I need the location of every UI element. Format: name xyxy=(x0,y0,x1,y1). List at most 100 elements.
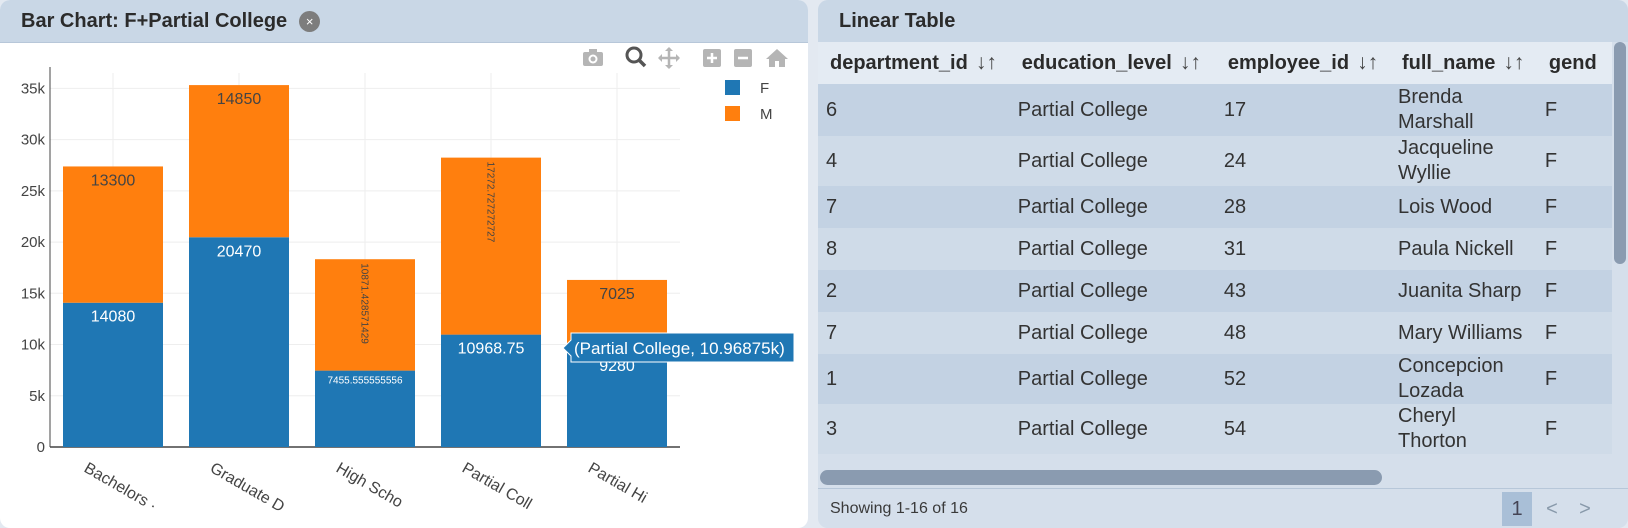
cell-department-id: 6 xyxy=(818,84,1010,136)
cell-gender: F xyxy=(1536,136,1612,186)
cell-education-level: Partial College xyxy=(1009,270,1216,312)
column-header-department-id[interactable]: department_id ↓↑ xyxy=(818,42,1010,84)
table-row[interactable]: 7 Partial College 48 Mary Williams F xyxy=(818,312,1612,354)
legend-label-m: M xyxy=(760,106,773,123)
column-header-employee-id[interactable]: employee_id ↓↑ xyxy=(1215,42,1390,84)
table-row[interactable]: 1 Partial College 52 Concepcion Lozada F xyxy=(818,354,1612,404)
full-name-text: Concepcion xyxy=(1398,355,1504,377)
cell-gender: F xyxy=(1536,270,1612,312)
bar-m[interactable] xyxy=(315,259,415,371)
table-row[interactable]: 4 Partial College 24 Jacqueline Wyllie F xyxy=(818,136,1612,186)
data-label-f: 7455.555555556 xyxy=(327,376,403,387)
full-name-text: Juanita Sharp xyxy=(1398,279,1522,302)
sort-icon[interactable]: ↓↑ xyxy=(1179,51,1201,74)
legend-label-f: F xyxy=(760,80,769,97)
chart-toolbar xyxy=(583,46,788,69)
camera-icon[interactable] xyxy=(583,49,603,66)
table-row[interactable]: 8 Partial College 31 Paula Nickell F xyxy=(818,228,1612,270)
cell-employee-id: 24 xyxy=(1215,136,1390,186)
bar-m[interactable] xyxy=(441,157,541,335)
column-header-full-name[interactable]: full_name ↓↑ xyxy=(1390,42,1537,84)
column-header-label: employee_id xyxy=(1227,52,1350,74)
table-viewport: department_id ↓↑ education_level ↓↑ employ… xyxy=(818,42,1612,486)
full-name-text: Lozada xyxy=(1398,380,1464,402)
cell-education-level: Partial College xyxy=(1009,228,1216,270)
horizontal-scrollbar-thumb[interactable] xyxy=(820,470,1382,485)
legend-swatch-f[interactable] xyxy=(725,80,740,95)
page-button-1[interactable]: 1 xyxy=(1502,492,1532,526)
zoom-icon[interactable] xyxy=(625,46,647,68)
sort-icon[interactable]: ↓↑ xyxy=(975,51,997,74)
x-tick-label: Graduate D xyxy=(207,460,287,516)
vertical-scrollbar-thumb[interactable] xyxy=(1614,42,1626,264)
cell-full-name: Paula Nickell xyxy=(1390,228,1537,270)
bar-m[interactable] xyxy=(63,166,163,303)
pan-icon[interactable] xyxy=(658,47,680,69)
chart-panel: Bar Chart: F+Partial College × xyxy=(0,0,808,528)
cell-education-level: Partial College xyxy=(1009,404,1216,454)
data-label-f: 20470 xyxy=(217,243,262,260)
prev-page-button[interactable]: < xyxy=(1546,498,1558,520)
cell-employee-id: 31 xyxy=(1215,228,1390,270)
table-row[interactable]: 2 Partial College 43 Juanita Sharp F xyxy=(818,270,1612,312)
column-header-gender[interactable]: gend xyxy=(1536,42,1612,84)
data-label-m: 7025 xyxy=(599,286,635,303)
y-tick-label: 35k xyxy=(21,80,46,97)
x-tick-label: Partial Coll xyxy=(459,460,534,513)
cell-full-name: Mary Williams xyxy=(1390,312,1537,354)
bar-f[interactable] xyxy=(189,237,289,447)
row-count-text: Showing 1-16 of 16 xyxy=(830,500,968,517)
table-row[interactable]: 3 Partial College 54 Cheryl Thorton F xyxy=(818,404,1612,454)
close-chart-button[interactable]: × xyxy=(299,10,321,32)
full-name-text: Thorton xyxy=(1398,430,1467,452)
full-name-text: Cheryl xyxy=(1398,405,1456,427)
table-panel-header: Linear Table xyxy=(818,0,1628,43)
y-tick-label: 20k xyxy=(21,234,46,251)
table-row[interactable]: 6 Partial College 17 Brenda Marshall F xyxy=(818,84,1612,136)
chart-panel-title: Bar Chart: F+Partial College xyxy=(21,9,288,32)
bar-f[interactable] xyxy=(567,351,667,447)
cell-employee-id: 48 xyxy=(1215,312,1390,354)
zoom-in-icon[interactable] xyxy=(703,49,721,67)
full-name-text: Lois Wood xyxy=(1398,195,1493,218)
column-header-label: department_id xyxy=(830,52,968,74)
next-page-button[interactable]: > xyxy=(1579,498,1591,520)
cell-gender: F xyxy=(1536,228,1612,270)
table-header-row: department_id ↓↑ education_level ↓↑ employ… xyxy=(818,42,1612,84)
sort-icon[interactable]: ↓↑ xyxy=(1503,51,1525,74)
x-tick-label: High Scho xyxy=(333,460,406,512)
bar-f[interactable] xyxy=(441,334,541,447)
chart-legend: F M xyxy=(725,80,773,123)
cell-full-name: Cheryl Thorton xyxy=(1390,404,1537,454)
full-name-text: Jacqueline xyxy=(1398,137,1494,159)
data-label-m: 13300 xyxy=(91,172,136,189)
cell-department-id: 4 xyxy=(818,136,1010,186)
full-name-text: Marshall xyxy=(1398,111,1474,133)
table-row[interactable]: 7 Partial College 28 Lois Wood F xyxy=(818,186,1612,228)
cell-department-id: 3 xyxy=(818,404,1010,454)
cell-department-id: 2 xyxy=(818,270,1010,312)
vertical-scrollbar[interactable] xyxy=(1612,42,1628,486)
sort-icon[interactable]: ↓↑ xyxy=(1357,51,1379,74)
zoom-out-icon[interactable] xyxy=(734,49,752,67)
horizontal-scrollbar[interactable] xyxy=(818,470,1614,486)
cell-education-level: Partial College xyxy=(1009,84,1216,136)
bar-f[interactable] xyxy=(315,370,415,447)
column-header-label: gend xyxy=(1548,51,1597,74)
full-name-text: Mary Williams xyxy=(1398,321,1523,344)
bar-f[interactable] xyxy=(63,302,163,447)
y-tick-label: 15k xyxy=(21,285,46,302)
hover-tooltip: (Partial College, 10.96875k) xyxy=(562,332,795,363)
cell-full-name: Concepcion Lozada xyxy=(1390,354,1537,404)
column-header-education-level[interactable]: education_level ↓↑ xyxy=(1009,42,1216,84)
legend-swatch-m[interactable] xyxy=(725,106,740,121)
full-name-text: Paula Nickell xyxy=(1398,237,1514,260)
x-tick-label: Partial Hi xyxy=(585,460,650,507)
full-name-text: Wyllie xyxy=(1398,162,1452,184)
data-label-f: 10968.75 xyxy=(458,341,525,358)
bar-m[interactable] xyxy=(189,85,289,238)
cell-full-name: Juanita Sharp xyxy=(1390,270,1537,312)
tooltip-text: (Partial College, 10.96875k) xyxy=(574,339,785,358)
home-icon[interactable] xyxy=(766,49,788,67)
table-panel-title: Linear Table xyxy=(839,9,956,32)
